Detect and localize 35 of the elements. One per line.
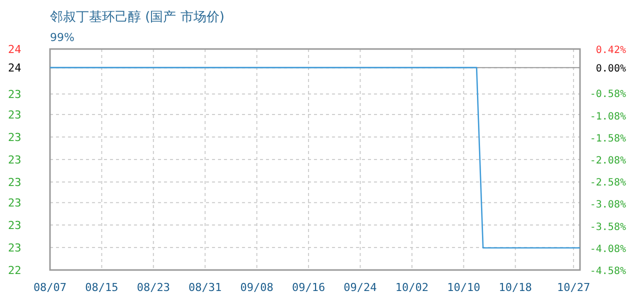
- x-tick-label: 08/23: [136, 281, 170, 294]
- x-tick-label: 10/10: [447, 281, 480, 294]
- y-tick-label: 23: [8, 196, 22, 210]
- x-tick-label: 09/24: [344, 281, 378, 294]
- chart-subtitle: 99%: [50, 31, 74, 44]
- x-tick-label: 08/15: [85, 281, 118, 294]
- y-tick-label: 23: [8, 108, 22, 122]
- y-tick-label: 23: [8, 176, 22, 189]
- y-tick-label: 22: [8, 264, 22, 277]
- y2-tick-label: -3.08%: [590, 200, 626, 211]
- y2-tick-label: -2.58%: [590, 178, 626, 189]
- y-tick-label: 24: [8, 62, 22, 75]
- x-tick-label: 10/02: [395, 281, 429, 294]
- x-tick-label: 08/07: [33, 281, 67, 294]
- x-tick-label: 08/31: [188, 281, 222, 294]
- y2-tick-label: -3.58%: [590, 222, 626, 233]
- y2-tick-label: -1.58%: [590, 133, 626, 144]
- y2-tick-label: -2.08%: [590, 156, 626, 166]
- y2-tick-label: 0.00%: [596, 64, 626, 75]
- chart-title: 邻叔丁基环己醇 (国产 市场价): [50, 10, 224, 25]
- x-tick-label: 09/16: [292, 281, 326, 294]
- x-tick-label: 09/08: [240, 281, 274, 294]
- y2-tick-label: -0.58%: [590, 89, 626, 100]
- x-tick-label: 10/18: [498, 281, 532, 294]
- y-tick-label: 23: [8, 154, 22, 166]
- y2-tick-label: 0.42%: [596, 45, 626, 56]
- y-tick-label: 23: [8, 131, 22, 144]
- y2-tick-label: -4.58%: [590, 266, 626, 277]
- x-tick-label: 10/27: [556, 281, 590, 294]
- y-tick-label: 24: [8, 43, 22, 56]
- y-tick-label: 23: [8, 219, 22, 232]
- y-tick-label: 23: [8, 88, 22, 101]
- y2-tick-label: -4.08%: [590, 244, 626, 255]
- y-tick-label: 23: [8, 242, 22, 255]
- y2-tick-label: -1.08%: [590, 111, 626, 122]
